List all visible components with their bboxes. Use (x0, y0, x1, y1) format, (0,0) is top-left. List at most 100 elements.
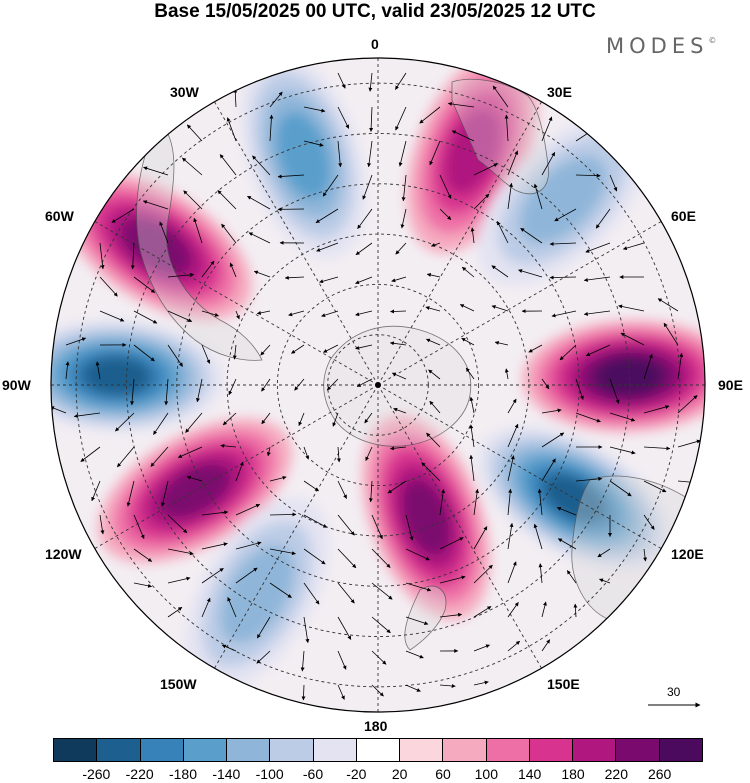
wind-arrow (473, 644, 490, 652)
wind-arrow (677, 352, 684, 380)
wind-arrow (400, 208, 407, 229)
wind-arrow (164, 378, 169, 406)
wind-arrow (99, 310, 125, 322)
wind-arrow (362, 174, 373, 200)
wind-arrow (507, 423, 519, 448)
wind-arrow (575, 476, 603, 482)
wind-arrow (326, 378, 339, 391)
wind-arrow (473, 564, 493, 584)
lon-label-30w: 30W (170, 84, 199, 100)
anomaly-contour-fill (519, 156, 607, 244)
colorbar-segment-7 (356, 739, 401, 761)
colorbar-tick-label: -260 (82, 766, 111, 782)
wind-arrow (451, 130, 475, 142)
wind-arrow (369, 106, 374, 132)
wind-arrow (573, 603, 578, 618)
wind-arrow (405, 582, 432, 592)
wind-arrow (469, 454, 475, 482)
wind-arrow (150, 446, 169, 467)
lon-label-30e: 30E (547, 84, 572, 100)
wind-arrow (167, 576, 191, 584)
colorbar-segment-1 (97, 739, 141, 761)
wind-arrow (371, 548, 391, 568)
wind-arrow (507, 488, 513, 516)
wind-arrow (439, 537, 464, 550)
wind-arrow (233, 88, 238, 108)
wind-arrow (261, 412, 271, 425)
graticule (51, 58, 705, 712)
wind-arrow (643, 514, 655, 530)
wind-arrow (229, 262, 237, 278)
wind-arrow (556, 506, 577, 516)
wind-arrow (269, 475, 287, 482)
wind-arrow (391, 372, 407, 380)
wind-arrow (337, 650, 347, 670)
wind-arrow (541, 432, 565, 448)
wind-arrow (494, 340, 509, 346)
wind-arrow (585, 242, 611, 253)
wind-arrow (227, 597, 237, 618)
wind-arrow (220, 443, 237, 448)
wind-arrow (182, 157, 203, 176)
wind-arrow (99, 276, 118, 297)
wind-arrow (622, 242, 645, 251)
colorbar-tick-label: -220 (125, 766, 154, 782)
colorbar-tick-label: -60 (302, 766, 324, 782)
wind-arrow (566, 570, 577, 584)
wind-arrow (133, 344, 155, 362)
wind-arrow (643, 446, 671, 451)
wind-arrow (355, 276, 373, 285)
wind-arrow (269, 512, 297, 517)
wind-arrow (390, 446, 407, 451)
wind-arrow (235, 461, 244, 482)
colorbar-segment-6 (313, 739, 357, 761)
wind-arrow (235, 567, 258, 584)
wind-arrow (551, 310, 577, 318)
latitude-circle (126, 133, 630, 637)
lon-label-120w: 120W (45, 546, 82, 562)
wind-arrow (538, 563, 543, 584)
wind-arrow (583, 310, 611, 316)
wind-arrow (492, 85, 509, 108)
colorbar (53, 738, 703, 762)
wind-arrow (663, 322, 679, 346)
wind-arrow (201, 344, 211, 364)
wind-arrow (507, 561, 517, 584)
wind-arrow (491, 305, 509, 312)
wind-arrow (554, 208, 577, 222)
colorbar-segment-5 (270, 739, 314, 761)
wind-arrow (469, 424, 475, 448)
wind-arrow (130, 242, 135, 270)
wind-arrow (473, 680, 489, 686)
meridian-line (377, 101, 542, 386)
wind-arrow (288, 310, 305, 317)
wind-arrow (405, 514, 414, 541)
wind-arrow (439, 575, 466, 584)
wind-arrow (247, 195, 271, 210)
wind-arrow (504, 368, 509, 380)
wind-arrow (253, 270, 271, 278)
wind-arrow (470, 227, 475, 244)
wind-arrow (439, 488, 446, 516)
wind-arrow (559, 344, 577, 361)
wind-arrow (73, 412, 101, 418)
colorbar-segment-12 (573, 739, 617, 761)
wind-arrow (300, 650, 305, 672)
wind-arrow (303, 480, 319, 492)
wind-arrow (520, 227, 543, 244)
wind-arrow (473, 193, 490, 210)
meridian-line (214, 384, 379, 669)
wind-arrow (115, 412, 135, 432)
wind-arrow (549, 275, 577, 280)
wind-arrow (303, 514, 328, 528)
wind-arrow (228, 378, 237, 396)
africa-outline (451, 78, 549, 195)
wind-arrow (465, 367, 475, 380)
wind-arrow (221, 644, 237, 652)
lon-label-150w: 150W (160, 676, 197, 692)
wind-arrow (405, 650, 424, 659)
wind-arrow (365, 446, 373, 461)
wind-arrow (371, 650, 387, 665)
lon-label-60w: 60W (45, 208, 74, 224)
wind-arrow (507, 150, 519, 176)
